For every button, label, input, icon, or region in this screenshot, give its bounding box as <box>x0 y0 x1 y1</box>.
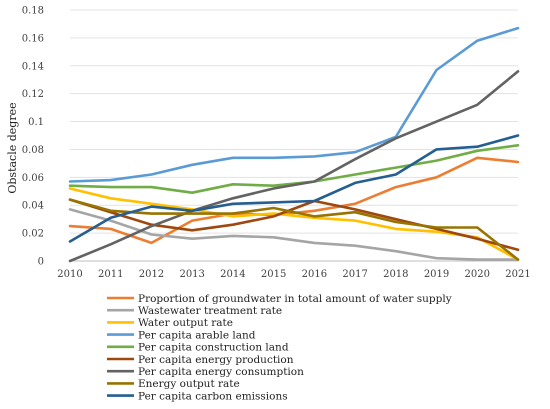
x-tick-label: 2012 <box>139 269 164 280</box>
x-tick-label: 2015 <box>261 269 286 280</box>
y-tick-label: 0 <box>38 257 44 268</box>
series-line-3 <box>68 187 520 261</box>
y-tick-label: 0.18 <box>22 6 44 17</box>
series-line-5 <box>68 144 520 194</box>
y-tick-label: 0.02 <box>22 229 44 240</box>
series-line-2 <box>68 208 520 261</box>
x-tick-label: 2019 <box>424 269 449 280</box>
legend-label: Proportion of groundwater in total amoun… <box>138 293 452 305</box>
y-axis-ticks: 0 0.02 0.04 0.06 0.08 0.1 0.12 0.14 0.16 0.18 <box>22 6 44 268</box>
y-tick-label: 0.14 <box>22 61 44 72</box>
x-tick-label: 2016 <box>302 269 327 280</box>
legend-label: Water output rate <box>138 317 233 329</box>
series-line-4 <box>68 26 520 183</box>
x-tick-label: 2020 <box>465 269 490 280</box>
x-tick-label: 2018 <box>383 269 408 280</box>
gridlines <box>70 9 518 262</box>
x-tick-label: 2021 <box>505 269 530 280</box>
x-tick-label: 2014 <box>220 269 245 280</box>
y-axis-label: Obstacle degree <box>6 102 19 193</box>
y-tick-label: 0.12 <box>22 89 44 100</box>
legend-label: Energy output rate <box>138 378 240 390</box>
x-tick-label: 2013 <box>179 269 204 280</box>
x-tick-label: 2017 <box>342 269 367 280</box>
y-tick-label: 0.06 <box>22 173 44 184</box>
legend-label: Wastewater treatment rate <box>138 305 282 317</box>
series-line-7 <box>68 70 520 263</box>
series-line-8 <box>68 198 520 261</box>
legend-label: Per capita energy consumption <box>138 366 304 378</box>
legend-label: Per capita carbon emissions <box>138 390 288 402</box>
x-axis-ticks: 2010 2011 2012 2013 2014 2015 2016 2017 2018 2019… <box>57 269 530 280</box>
y-tick-label: 0.08 <box>22 145 44 156</box>
x-tick-label: 2011 <box>98 269 123 280</box>
series-lines <box>68 26 520 263</box>
legend-label: Per capita arable land <box>138 329 256 341</box>
y-tick-label: 0.04 <box>22 201 44 212</box>
y-tick-label: 0.1 <box>28 117 44 128</box>
legend: Proportion of groundwater in total amoun… <box>107 293 452 402</box>
series-line-6 <box>68 198 520 252</box>
legend-label: Per capita energy production <box>138 354 294 366</box>
x-tick-label: 2010 <box>57 269 82 280</box>
legend-label: Per capita construction land <box>138 342 289 354</box>
y-tick-label: 0.16 <box>22 33 44 44</box>
series-line-9 <box>68 134 520 243</box>
